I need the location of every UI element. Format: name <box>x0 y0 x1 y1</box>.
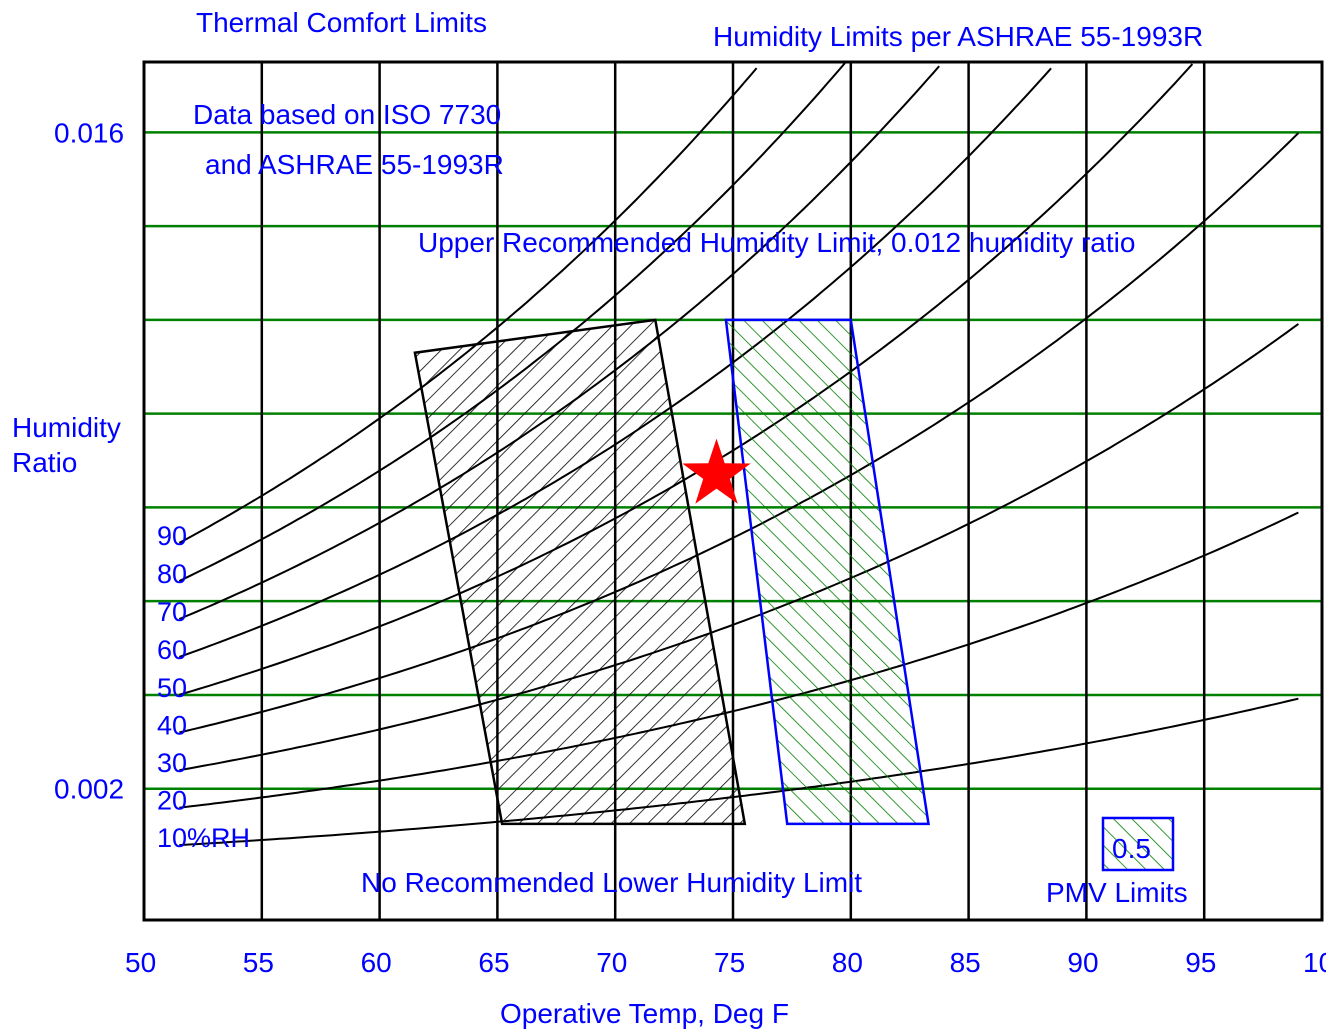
data-source-note-line-2: and ASHRAE 55-1993R <box>205 149 504 180</box>
rh-label-10: 10%RH <box>157 823 250 853</box>
rh-label-20: 20 <box>157 786 187 816</box>
rh-label-30: 30 <box>157 748 187 778</box>
x-tick-label-65: 65 <box>478 947 509 978</box>
rh-curve-40 <box>179 132 1300 734</box>
x-tick-label-60: 60 <box>361 947 392 978</box>
x-tick-label-50: 50 <box>125 947 156 978</box>
lower-humidity-limit-label: No Recommended Lower Humidity Limit <box>361 867 862 898</box>
x-tick-label-75: 75 <box>714 947 745 978</box>
relative-humidity-curves <box>178 62 1300 847</box>
pmv-legend-swatch-label: 0.5 <box>1112 833 1151 864</box>
y-axis-label-line-2: Ratio <box>12 447 77 478</box>
rh-curve-30 <box>179 323 1299 772</box>
y-axis-tick-labels: 0.016 0.002 <box>54 117 124 804</box>
rh-label-80: 80 <box>157 559 187 589</box>
pmv-legend-swatch <box>1101 816 1175 872</box>
comfort-zone-summer <box>724 318 930 826</box>
comfort-zones <box>413 318 930 826</box>
rh-curve-20 <box>179 511 1299 809</box>
rh-label-40: 40 <box>157 711 187 741</box>
x-tick-label-90: 90 <box>1067 947 1098 978</box>
data-source-note-line-1: Data based on ISO 7730 <box>193 99 501 130</box>
x-tick-label-70: 70 <box>596 947 627 978</box>
rh-label-70: 70 <box>157 597 187 627</box>
pmv-legend-text: PMV Limits <box>1046 877 1188 908</box>
rh-curve-labels: 10%RH 20 30 40 50 60 70 80 90 <box>157 521 250 853</box>
comfort-zone-winter <box>413 318 747 826</box>
rh-label-60: 60 <box>157 635 187 665</box>
x-tick-label-55: 55 <box>243 947 274 978</box>
current-condition-star-marker <box>682 438 751 504</box>
x-tick-label-80: 80 <box>832 947 863 978</box>
plot-frame <box>142 60 1324 922</box>
rh-label-50: 50 <box>157 673 187 703</box>
rh-label-90: 90 <box>157 521 187 551</box>
x-axis-label: Operative Temp, Deg F <box>500 998 789 1029</box>
chart-title: Thermal Comfort Limits <box>196 7 487 38</box>
y-axis-label-line-1: Humidity <box>12 412 121 443</box>
pmv-legend: 0.5 PMV Limits <box>1046 816 1188 908</box>
y-tick-label-0.016: 0.016 <box>54 117 124 148</box>
x-axis-tick-labels: 50 55 60 65 70 75 80 85 90 95 100 <box>125 947 1326 978</box>
chart-subtitle: Humidity Limits per ASHRAE 55-1993R <box>713 21 1203 52</box>
upper-humidity-limit-label: Upper Recommended Humidity Limit, 0.012 … <box>418 227 1135 258</box>
x-tick-label-100: 100 <box>1303 947 1326 978</box>
y-tick-label-0.002: 0.002 <box>54 774 124 805</box>
x-tick-label-85: 85 <box>950 947 981 978</box>
rh-curve-50 <box>179 63 1194 696</box>
x-tick-label-95: 95 <box>1185 947 1216 978</box>
